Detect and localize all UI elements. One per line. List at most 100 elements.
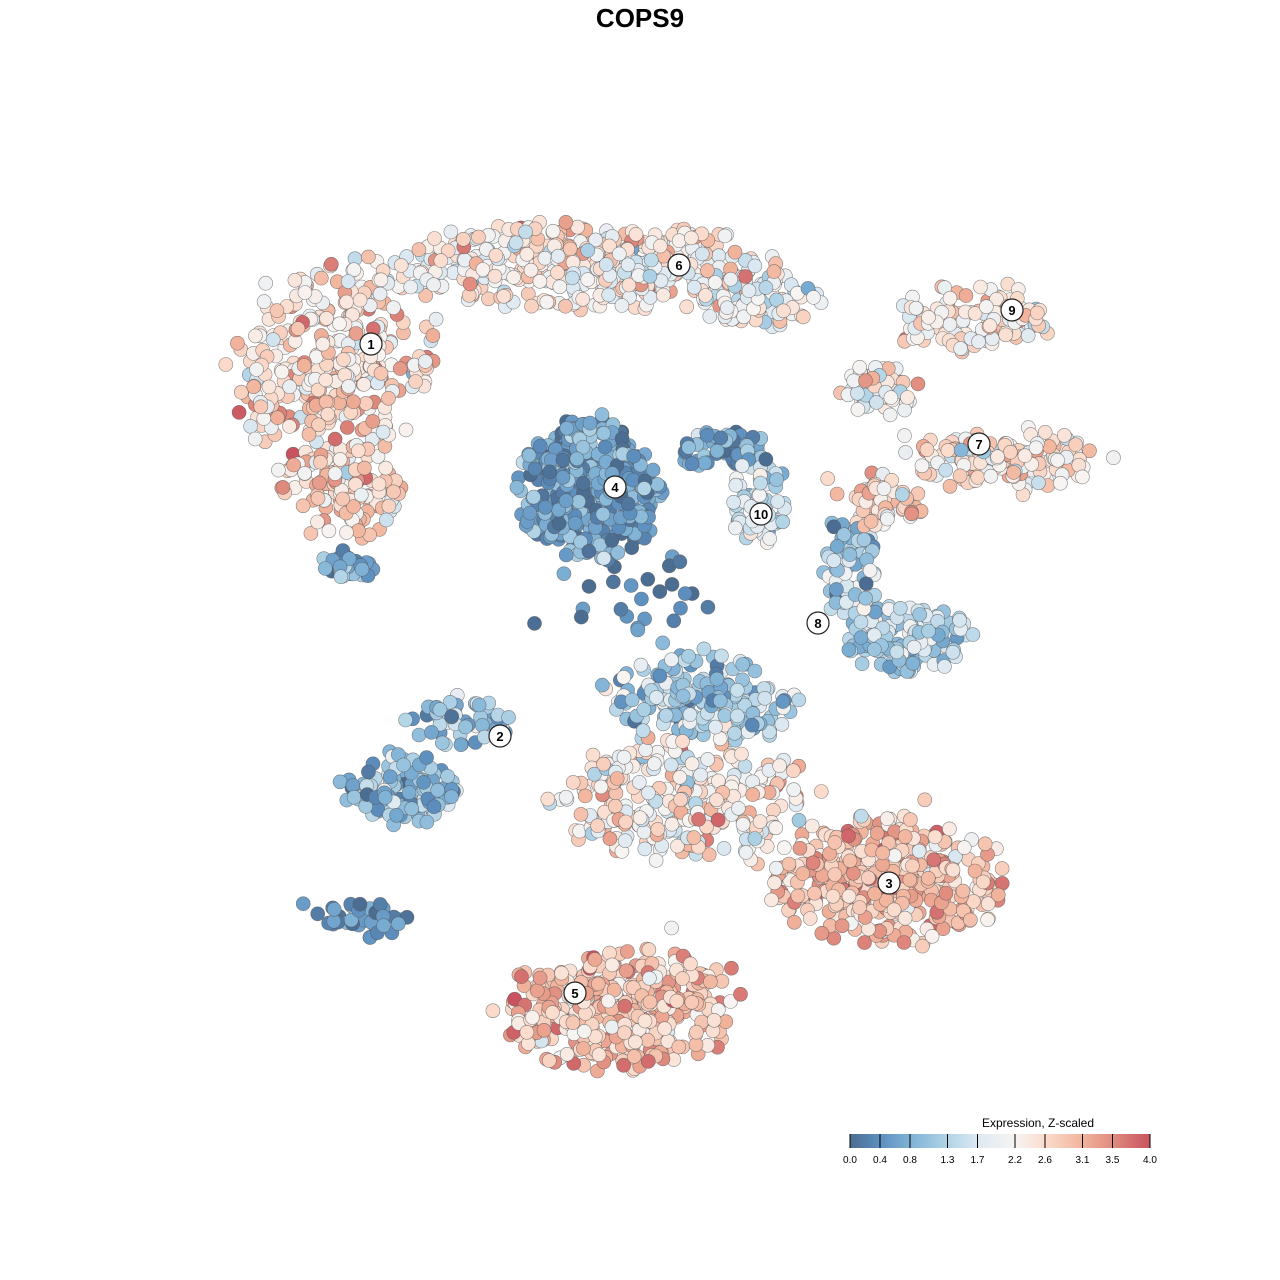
data-point	[882, 407, 898, 423]
data-point	[580, 243, 596, 258]
data-point	[370, 449, 386, 464]
colorbar-tick-label: 2.2	[1008, 1155, 1022, 1166]
data-point	[538, 499, 553, 515]
data-point	[247, 431, 263, 447]
data-point	[745, 787, 761, 802]
data-point	[575, 291, 591, 307]
data-point	[1050, 452, 1065, 468]
data-point	[967, 863, 983, 879]
data-point	[786, 782, 802, 798]
data-point	[594, 407, 610, 422]
colorbar-tick-label: 2.6	[1038, 1155, 1052, 1166]
cluster-label-marker	[563, 981, 587, 1005]
data-point	[427, 231, 442, 246]
data-point	[404, 801, 420, 817]
cluster-label: 3	[885, 876, 892, 891]
data-point	[352, 896, 368, 912]
colorbar-tick-label: 3.5	[1106, 1155, 1120, 1166]
data-point	[339, 420, 355, 435]
data-point	[652, 584, 668, 599]
data-point	[867, 886, 883, 902]
data-point	[1006, 465, 1021, 480]
data-point	[850, 385, 865, 401]
data-point	[602, 238, 617, 254]
data-point	[963, 912, 978, 928]
data-point	[693, 767, 708, 783]
data-point	[640, 571, 656, 587]
data-point	[582, 415, 598, 431]
data-point	[550, 265, 565, 280]
data-point	[519, 1025, 535, 1040]
data-point	[648, 853, 664, 868]
data-point	[514, 969, 529, 984]
data-point	[588, 232, 603, 248]
data-point	[762, 531, 778, 546]
data-point	[955, 883, 971, 899]
data-point	[523, 262, 539, 278]
data-point	[983, 468, 999, 484]
data-point	[354, 561, 370, 577]
data-point	[311, 417, 326, 433]
data-point	[765, 802, 781, 818]
data-point	[617, 833, 633, 849]
data-point	[271, 462, 286, 478]
data-point	[361, 249, 376, 265]
data-point	[628, 227, 644, 242]
data-point	[565, 775, 581, 790]
data-point	[792, 840, 808, 856]
data-point	[620, 496, 636, 512]
data-point	[675, 734, 690, 749]
data-point	[728, 477, 744, 493]
data-point	[575, 476, 591, 491]
data-point	[419, 814, 435, 830]
data-point	[927, 829, 943, 845]
data-point	[906, 639, 922, 655]
data-point	[456, 232, 471, 247]
data-point	[689, 1024, 704, 1040]
data-point	[562, 241, 578, 257]
data-point	[350, 443, 366, 459]
data-point	[440, 243, 456, 259]
data-point	[296, 358, 312, 373]
data-point	[339, 294, 354, 310]
data-point	[310, 514, 325, 530]
data-point	[526, 489, 541, 505]
data-point	[616, 1058, 631, 1073]
data-point	[734, 458, 750, 474]
data-point	[340, 274, 356, 289]
data-point	[650, 477, 665, 492]
data-point	[550, 248, 566, 264]
data-point	[577, 788, 593, 804]
data-point	[652, 668, 668, 684]
data-point	[432, 702, 448, 717]
data-point	[682, 707, 698, 722]
data-point	[875, 845, 891, 861]
data-point	[569, 451, 585, 467]
data-point	[795, 866, 811, 881]
data-point	[640, 1032, 656, 1048]
data-point	[634, 591, 649, 607]
data-point	[524, 298, 539, 314]
data-point	[953, 442, 969, 458]
data-point	[636, 702, 652, 717]
data-point	[770, 494, 786, 509]
data-point	[295, 896, 311, 912]
data-point	[942, 290, 958, 306]
data-point	[614, 298, 630, 313]
data-point	[418, 354, 433, 369]
data-point	[310, 490, 326, 506]
data-point	[609, 771, 625, 786]
data-point	[679, 299, 695, 315]
data-point	[386, 300, 401, 316]
data-point	[618, 814, 634, 830]
data-point	[320, 406, 336, 422]
data-point	[332, 774, 348, 790]
data-point	[716, 841, 732, 856]
data-point	[627, 1034, 643, 1050]
data-point	[327, 466, 343, 481]
data-point	[863, 514, 879, 529]
data-point	[390, 916, 406, 932]
data-point	[591, 1047, 607, 1062]
colorbar-title: Expression, Z-scaled	[982, 1116, 1094, 1130]
data-point	[649, 690, 664, 705]
